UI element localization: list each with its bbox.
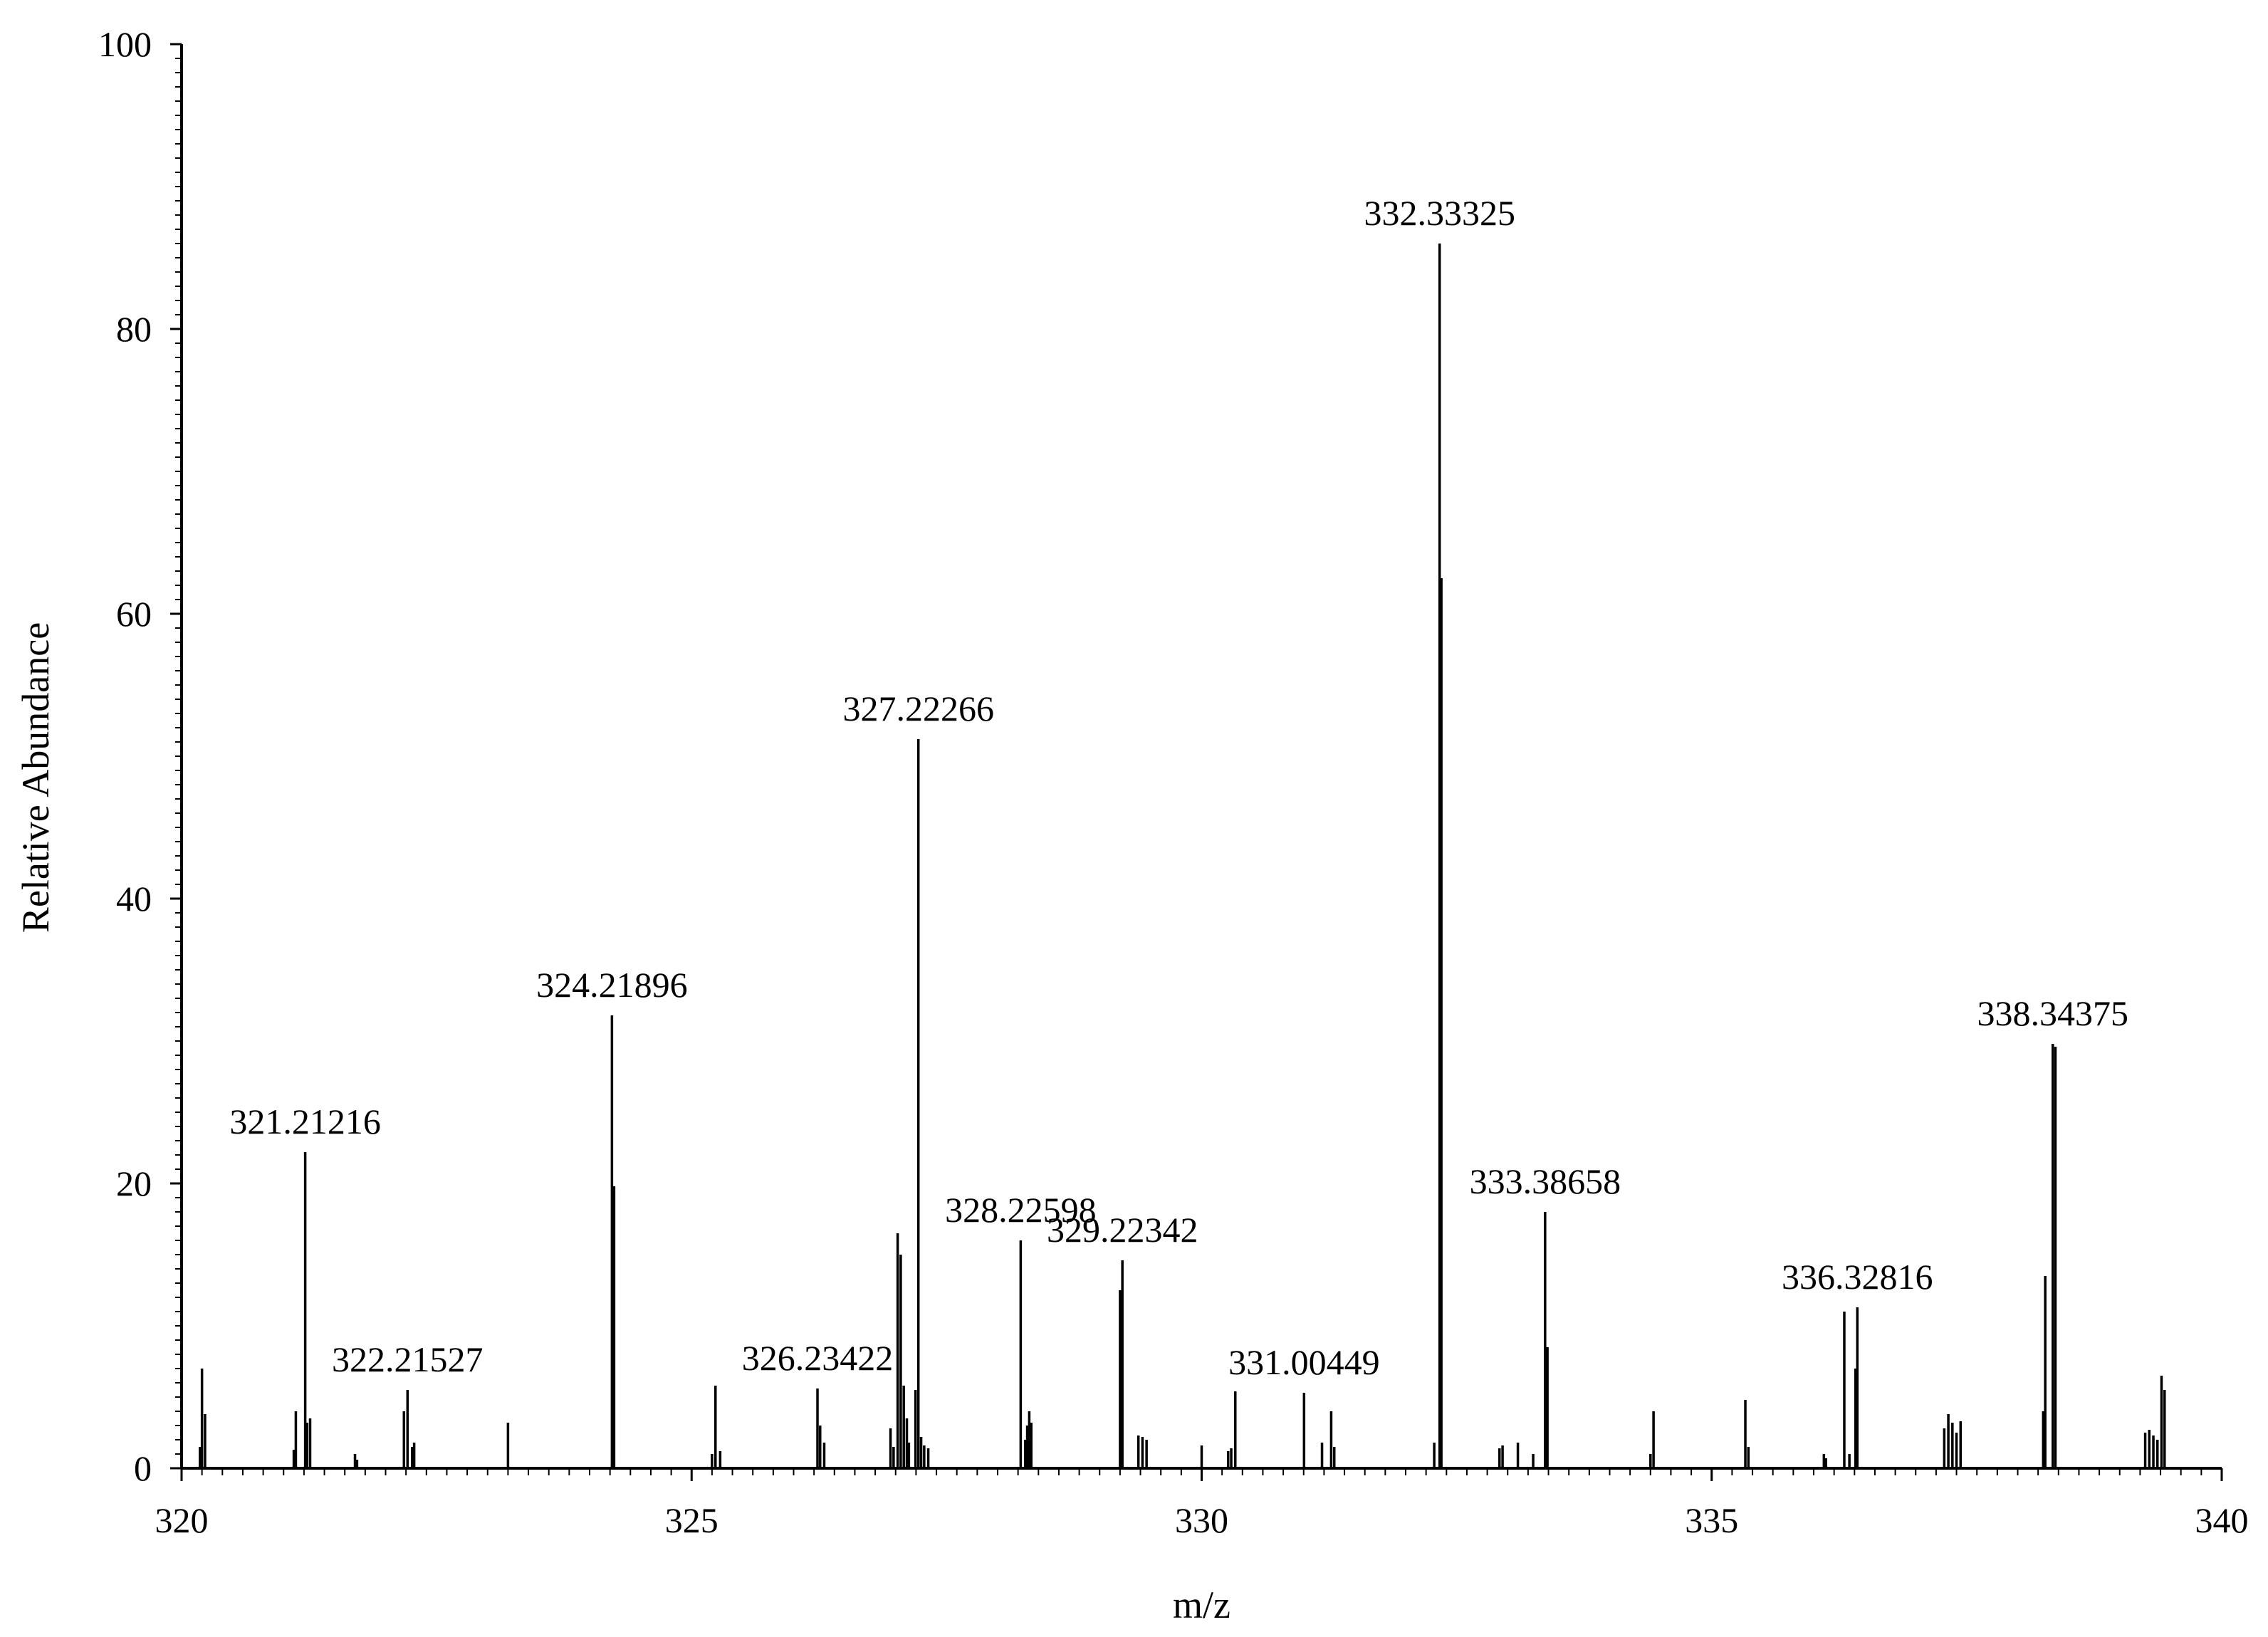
x-axis-title: m/z <box>1173 1584 1230 1626</box>
y-tick-label: 40 <box>116 879 152 919</box>
peak-label: 331.00449 <box>1228 1342 1380 1382</box>
y-tick-labels: 0 20 40 60 80 100 <box>98 24 152 1488</box>
x-tick-label: 325 <box>665 1500 718 1540</box>
peak-label: 327.22266 <box>842 689 994 728</box>
x-tick-label: 320 <box>155 1500 209 1540</box>
peak-labels: 321.21216 322.21527 324.21896 326.23422 327.… <box>229 193 2128 1382</box>
peak-label: 324.21896 <box>536 965 688 1005</box>
peak-label: 333.38658 <box>1470 1161 1621 1201</box>
x-tick-labels: 320 325 330 335 340 <box>155 1500 2249 1540</box>
peak-label: 329.22342 <box>1047 1210 1198 1250</box>
peak-label: 336.32816 <box>1782 1257 1933 1297</box>
y-axis-title: Relative Abundance <box>14 622 57 933</box>
y-tick-label: 80 <box>116 309 152 349</box>
y-tick-label: 0 <box>134 1448 152 1488</box>
y-tick-label: 100 <box>98 24 152 64</box>
peak-series <box>199 244 2166 1468</box>
x-tick-label: 330 <box>1175 1500 1228 1540</box>
y-tick-label: 20 <box>116 1163 152 1203</box>
x-tick-label: 335 <box>1685 1500 1738 1540</box>
peak-label: 321.21216 <box>229 1102 381 1141</box>
peak-label: 338.34375 <box>1977 993 2129 1033</box>
peak-label: 326.23422 <box>742 1338 894 1378</box>
peak-label: 328.22598 <box>945 1190 1097 1230</box>
y-tick-label: 60 <box>116 594 152 634</box>
peak-label: 332.33325 <box>1364 193 1515 233</box>
x-tick-label: 340 <box>2195 1500 2249 1540</box>
peak-label: 322.21527 <box>332 1339 484 1379</box>
axes <box>180 44 2222 1470</box>
